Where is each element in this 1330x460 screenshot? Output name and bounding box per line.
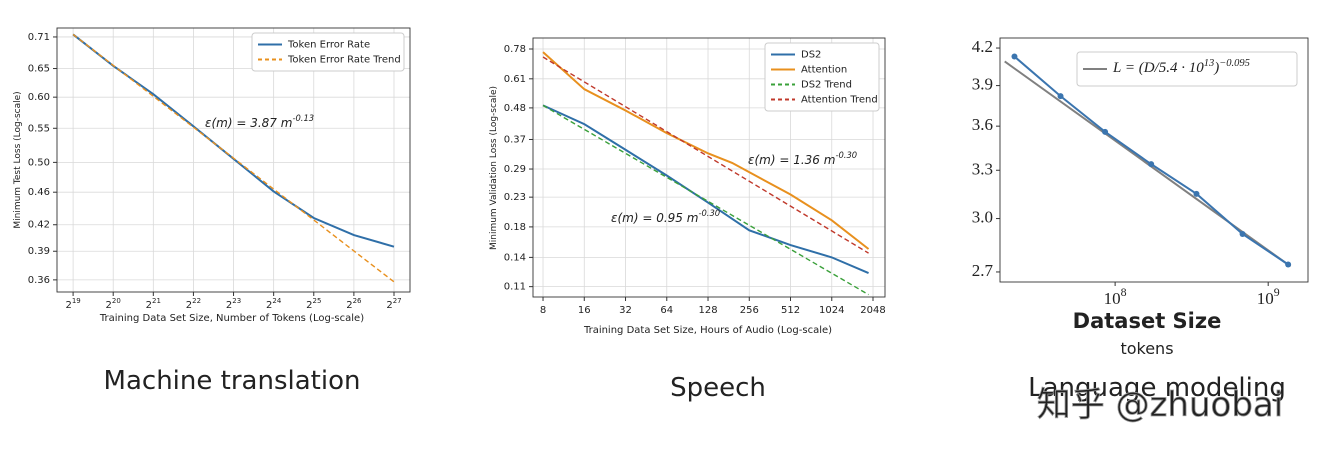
chart-panel: 108 109 2.7 3.0 3.3 3.6 3.9 4.2 L = (D/5.4 · 101… (972, 37, 1309, 425)
legend-label: DS2 Trend (801, 80, 852, 91)
legend-box (1076, 51, 1298, 87)
data-point (1011, 53, 1018, 60)
y-tick-label: 0.29 (504, 164, 526, 175)
annotation: ε(m) = 3.87 m-0.13 (205, 113, 314, 130)
x-tick-label: 2048 (860, 305, 885, 316)
x-tick-label: 224 (266, 297, 282, 311)
x-tick-label: 32 (619, 305, 632, 316)
legend-label: Attention (801, 65, 847, 76)
x-tick-label: 512 (781, 305, 800, 316)
chart-panel: 8 16 32 64 128 256 512 1024 2048 0.11 0.14 0.18 0.23… (489, 37, 886, 403)
x-axis-label: Training Data Set Size, Hours of Audio (… (583, 325, 832, 336)
y-tick-label: 3.0 (972, 207, 993, 226)
legend-label: Attention Trend (801, 95, 878, 106)
watermark: 知乎 @zhuobai (1037, 385, 1283, 425)
data-point (1239, 230, 1246, 237)
x-axis-label: Dataset Size (1073, 309, 1222, 333)
x-axis-unit: tokens (1120, 339, 1173, 358)
data-point (1148, 161, 1155, 168)
series-line (542, 104, 869, 275)
chart-caption: Machine translation (104, 366, 361, 396)
series-line (542, 56, 869, 254)
x-tick-label: 1024 (819, 305, 844, 316)
y-tick-label: 0.46 (28, 187, 50, 198)
x-tick-label: 225 (306, 297, 321, 311)
x-tick-label: 8 (540, 305, 546, 316)
y-tick-label: 0.23 (504, 192, 526, 203)
plot-frame (999, 37, 1309, 283)
legend-label: Token Error Rate (287, 40, 370, 51)
x-tick-label: 223 (226, 297, 241, 311)
y-tick-label: 0.48 (504, 103, 526, 114)
x-tick-label: 220 (106, 297, 121, 311)
y-tick-label: 0.36 (28, 275, 50, 286)
data-point (1057, 93, 1064, 100)
legend-box (251, 32, 405, 72)
y-tick-label: 3.9 (972, 74, 993, 93)
x-axis-label: Training Data Set Size, Number of Tokens… (99, 313, 364, 324)
plot-frame (56, 27, 411, 293)
x-tick-label: 256 (740, 305, 759, 316)
x-tick-label: 222 (186, 297, 201, 311)
x-tick-label: 16 (578, 305, 591, 316)
y-tick-label: 0.55 (28, 123, 50, 134)
data-point (1285, 261, 1292, 268)
y-tick-label: 0.61 (504, 74, 526, 85)
x-tick-label: 128 (698, 305, 717, 316)
data-point (1193, 190, 1200, 197)
x-tick-label: 108 (1104, 285, 1127, 308)
y-tick-label: 0.50 (28, 157, 50, 168)
y-tick-label: 0.78 (504, 44, 526, 55)
y-tick-label: 0.60 (28, 92, 50, 103)
y-tick-label: 0.37 (504, 134, 526, 145)
x-tick-label: 219 (65, 297, 80, 311)
x-tick-label: 221 (146, 297, 161, 311)
chart-caption: Language modeling (1028, 373, 1286, 403)
series-line (72, 33, 395, 283)
y-tick-label: 3.6 (972, 115, 993, 134)
chart-caption: Speech (670, 373, 766, 403)
y-tick-label: 0.11 (504, 282, 526, 293)
y-tick-label: 0.18 (504, 222, 526, 233)
legend-label: L = (D/5.4 · 1013)−0.095 (1112, 58, 1250, 77)
x-tick-label: 226 (346, 297, 362, 311)
plot-frame (532, 37, 886, 298)
legend-label: DS2 (801, 50, 821, 61)
y-tick-label: 2.7 (972, 261, 994, 280)
y-axis-label: Minimum Validation Loss (Log-scale) (489, 86, 499, 250)
x-tick-label: 64 (660, 305, 673, 316)
annotation: ε(m) = 0.95 m-0.30 (611, 208, 720, 225)
chart-panel: 219 220 221 222 223 224 225 226 227 0.36 0.39 0.42 0… (13, 27, 411, 396)
y-tick-label: 3.3 (972, 159, 993, 178)
y-tick-label: 0.65 (28, 64, 50, 75)
y-tick-label: 0.39 (28, 246, 50, 257)
x-tick-label: 227 (386, 297, 401, 311)
y-axis-label: Minimum Test Loss (Log-scale) (13, 91, 23, 228)
legend-box (764, 42, 880, 112)
y-tick-label: 4.2 (972, 37, 993, 56)
data-point (1102, 128, 1109, 135)
y-tick-label: 0.14 (504, 252, 526, 263)
y-tick-label: 0.42 (28, 220, 50, 231)
legend-label: Token Error Rate Trend (287, 55, 401, 66)
annotation: ε(m) = 1.36 m-0.30 (748, 150, 857, 167)
series-line (542, 51, 870, 250)
x-tick-label: 109 (1257, 285, 1280, 308)
series-line (542, 104, 869, 296)
y-tick-label: 0.71 (28, 32, 50, 43)
